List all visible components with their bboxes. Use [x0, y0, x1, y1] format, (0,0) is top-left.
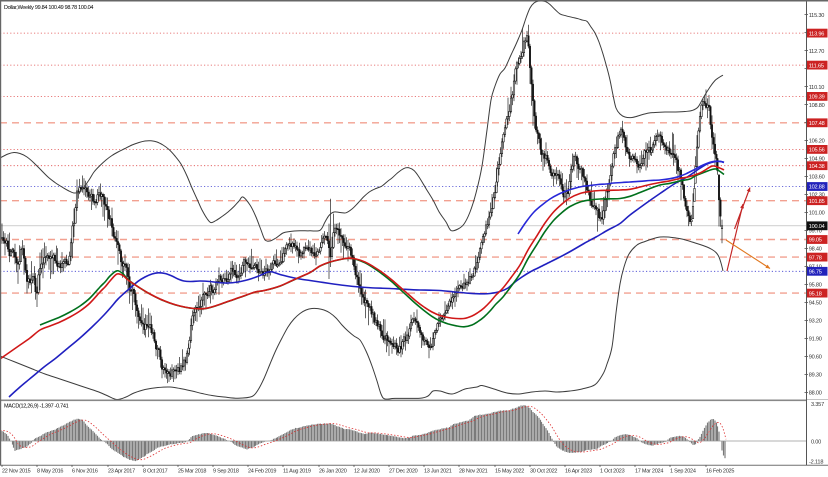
svg-text:105.56: 105.56	[809, 148, 825, 154]
svg-text:111.65: 111.65	[809, 63, 824, 69]
svg-text:108.80: 108.80	[809, 103, 825, 109]
svg-text:115.30: 115.30	[809, 13, 825, 19]
svg-text:25 Mar 2018: 25 Mar 2018	[178, 469, 206, 475]
svg-text:17 Mar 2024: 17 Mar 2024	[635, 469, 663, 475]
svg-text:8 Oct 2017: 8 Oct 2017	[143, 469, 168, 475]
svg-text:103.60: 103.60	[809, 175, 825, 181]
svg-text:24 Feb 2019: 24 Feb 2019	[248, 469, 276, 475]
svg-text:0.00: 0.00	[811, 440, 821, 446]
svg-text:98.40: 98.40	[809, 247, 822, 253]
svg-text:93.20: 93.20	[809, 319, 822, 325]
svg-text:30 Oct 2022: 30 Oct 2022	[530, 469, 557, 475]
svg-text:Dollar,Weekly 99.84 100.49 98: Dollar,Weekly 99.84 100.49 98.78 100.04	[4, 5, 93, 11]
svg-text:11 Aug 2019: 11 Aug 2019	[283, 469, 311, 475]
svg-text:91.90: 91.90	[809, 337, 822, 343]
svg-text:90.60: 90.60	[809, 355, 822, 361]
svg-text:8 May 2016: 8 May 2016	[37, 469, 63, 475]
svg-text:1 Oct 2023: 1 Oct 2023	[600, 469, 625, 475]
svg-text:88.00: 88.00	[809, 391, 822, 397]
svg-text:6 Nov 2016: 6 Nov 2016	[72, 469, 98, 475]
svg-text:-2.118: -2.118	[809, 460, 823, 466]
svg-text:3.357: 3.357	[811, 402, 824, 408]
svg-text:107.48: 107.48	[809, 121, 825, 127]
svg-text:13 Jun 2021: 13 Jun 2021	[424, 469, 452, 475]
svg-text:112.70: 112.70	[809, 49, 825, 55]
svg-text:95.80: 95.80	[809, 283, 822, 289]
svg-text:28 Nov 2021: 28 Nov 2021	[459, 469, 488, 475]
svg-text:106.20: 106.20	[809, 139, 825, 145]
svg-text:94.50: 94.50	[809, 301, 822, 307]
svg-text:MACD(12,26,9) -1.397 -0.741: MACD(12,26,9) -1.397 -0.741	[4, 404, 69, 410]
svg-text:23 Apr 2017: 23 Apr 2017	[108, 469, 135, 475]
svg-text:22 Nov 2015: 22 Nov 2015	[2, 469, 31, 475]
svg-text:16 Feb 2025: 16 Feb 2025	[706, 469, 734, 475]
svg-text:102.88: 102.88	[809, 185, 825, 191]
svg-text:16 Apr 2023: 16 Apr 2023	[565, 469, 592, 475]
svg-text:104.38: 104.38	[809, 164, 825, 170]
svg-text:96.75: 96.75	[809, 270, 822, 276]
svg-text:89.30: 89.30	[809, 373, 822, 379]
svg-text:104.90: 104.90	[809, 157, 825, 163]
svg-text:100.04: 100.04	[809, 224, 825, 230]
svg-text:109.39: 109.39	[809, 95, 825, 101]
svg-text:26 Jan 2020: 26 Jan 2020	[319, 469, 347, 475]
svg-text:95.18: 95.18	[809, 291, 822, 297]
svg-text:113.96: 113.96	[809, 31, 825, 37]
svg-text:101.85: 101.85	[809, 199, 825, 205]
svg-text:12 Jul 2020: 12 Jul 2020	[354, 469, 380, 475]
svg-text:97.78: 97.78	[809, 255, 822, 261]
svg-text:27 Dec 2020: 27 Dec 2020	[389, 469, 418, 475]
svg-text:15 May 2022: 15 May 2022	[495, 469, 524, 475]
svg-text:101.00: 101.00	[809, 211, 825, 217]
svg-text:9 Sep 2018: 9 Sep 2018	[213, 469, 239, 475]
svg-text:99.05: 99.05	[809, 238, 822, 244]
svg-text:110.10: 110.10	[809, 85, 825, 91]
svg-text:102.30: 102.30	[809, 193, 825, 199]
svg-text:1 Sep 2024: 1 Sep 2024	[670, 469, 696, 475]
svg-text:99.70: 99.70	[809, 229, 822, 235]
